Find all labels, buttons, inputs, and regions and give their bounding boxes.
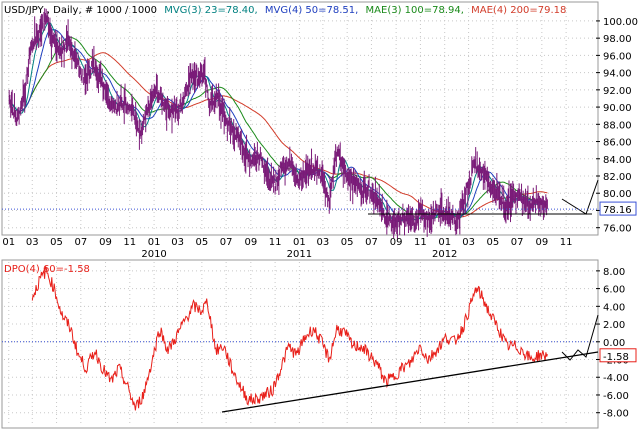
dpo-trendline bbox=[221, 351, 599, 413]
price-y-tick-label: 86.00 bbox=[603, 138, 632, 149]
header-mvg3: MVG(3) 23=78.40, bbox=[164, 5, 257, 16]
x-tick-label: 03 bbox=[317, 237, 330, 248]
x-axis-months: 01 03 05 07 09 11 01 03 05 07 09 11 01 03 05 07 09 11 01 03… bbox=[2, 237, 572, 248]
x-tick-label: 01 bbox=[148, 237, 161, 248]
osc-y-tick-label: 0.00 bbox=[603, 338, 625, 349]
header-symbol: USD/JPY bbox=[4, 5, 44, 16]
x-tick-label: 09 bbox=[99, 237, 112, 248]
dpo-line bbox=[31, 265, 548, 411]
x-tick-label: 11 bbox=[269, 237, 282, 248]
osc-y-tick-label: -6.00 bbox=[603, 391, 629, 402]
svg-text:-1.58: -1.58 bbox=[603, 352, 629, 363]
x-year-label: 2011 bbox=[287, 249, 312, 260]
x-tick-label: 09 bbox=[390, 237, 403, 248]
price-y-tick-label: 80.00 bbox=[603, 189, 632, 200]
dpo-last-badge: -1.58 bbox=[599, 348, 637, 363]
osc-y-tick-label: 6.00 bbox=[603, 285, 625, 296]
oscillator-y-axis: 8.006.004.002.000.00-2.00-4.00-6.00-8.00 bbox=[596, 267, 629, 420]
price-y-tick-label: 76.00 bbox=[603, 224, 632, 235]
price-y-tick-label: 96.00 bbox=[603, 51, 632, 62]
price-y-tick-label: 84.00 bbox=[603, 155, 632, 166]
header-mvg4: MVG(4) 50=78.51, bbox=[265, 5, 358, 16]
x-year-label: 2012 bbox=[432, 249, 457, 260]
price-y-tick-label: 100.00 bbox=[603, 17, 638, 28]
price-y-tick-label: 98.00 bbox=[603, 34, 632, 45]
x-tick-label: 01 bbox=[2, 237, 15, 248]
x-tick-label: 11 bbox=[123, 237, 136, 248]
osc-y-tick-label: -8.00 bbox=[603, 409, 629, 420]
x-tick-label: 03 bbox=[171, 237, 184, 248]
projection-line bbox=[561, 179, 599, 215]
x-tick-label: 07 bbox=[511, 237, 524, 248]
last-price-badge: 78.16 bbox=[599, 201, 637, 216]
x-tick-label: 11 bbox=[560, 237, 573, 248]
x-tick-label: 01 bbox=[438, 237, 451, 248]
price-y-tick-label: 92.00 bbox=[603, 86, 632, 97]
osc-y-tick-label: -4.00 bbox=[603, 373, 629, 384]
header-mae3: MAE(3) 100=78.94, bbox=[366, 5, 464, 16]
header-interval: , Daily, # 1000 / 1000 bbox=[47, 5, 157, 16]
price-bars bbox=[8, 8, 548, 240]
oscillator-header: DPO(4) 60=-1.58 bbox=[4, 264, 90, 275]
x-tick-label: 05 bbox=[195, 237, 208, 248]
x-year-label: 2010 bbox=[141, 249, 166, 260]
osc-y-tick-label: 4.00 bbox=[603, 302, 625, 313]
x-tick-label: 03 bbox=[26, 237, 39, 248]
price-header: USD/JPY , Daily, # 1000 / 1000 MVG(3) 23… bbox=[4, 5, 566, 16]
price-panel-frame bbox=[1, 1, 599, 236]
x-tick-label: 05 bbox=[487, 237, 500, 248]
price-y-tick-label: 94.00 bbox=[603, 69, 632, 80]
price-y-tick-label: 82.00 bbox=[603, 172, 632, 183]
x-tick-label: 09 bbox=[244, 237, 257, 248]
header-mae4: MAE(4) 200=79.18 bbox=[471, 5, 566, 16]
dpo-projection bbox=[561, 314, 599, 361]
x-axis-years: 2010 2011 2012 bbox=[141, 249, 457, 260]
price-y-tick-label: 88.00 bbox=[603, 120, 632, 131]
oscillator-panel-frame bbox=[1, 259, 599, 429]
x-tick-label: 01 bbox=[293, 237, 306, 248]
x-tick-label: 05 bbox=[50, 237, 63, 248]
svg-text:78.16: 78.16 bbox=[603, 205, 632, 216]
price-y-tick-label: 90.00 bbox=[603, 103, 632, 114]
x-tick-label: 07 bbox=[74, 237, 87, 248]
x-tick-label: 07 bbox=[365, 237, 378, 248]
osc-y-tick-label: 2.00 bbox=[603, 320, 625, 331]
x-tick-label: 11 bbox=[414, 237, 427, 248]
x-tick-label: 07 bbox=[220, 237, 233, 248]
x-tick-label: 09 bbox=[535, 237, 548, 248]
osc-y-tick-label: 8.00 bbox=[603, 267, 625, 278]
x-tick-label: 05 bbox=[341, 237, 354, 248]
x-tick-label: 03 bbox=[462, 237, 475, 248]
